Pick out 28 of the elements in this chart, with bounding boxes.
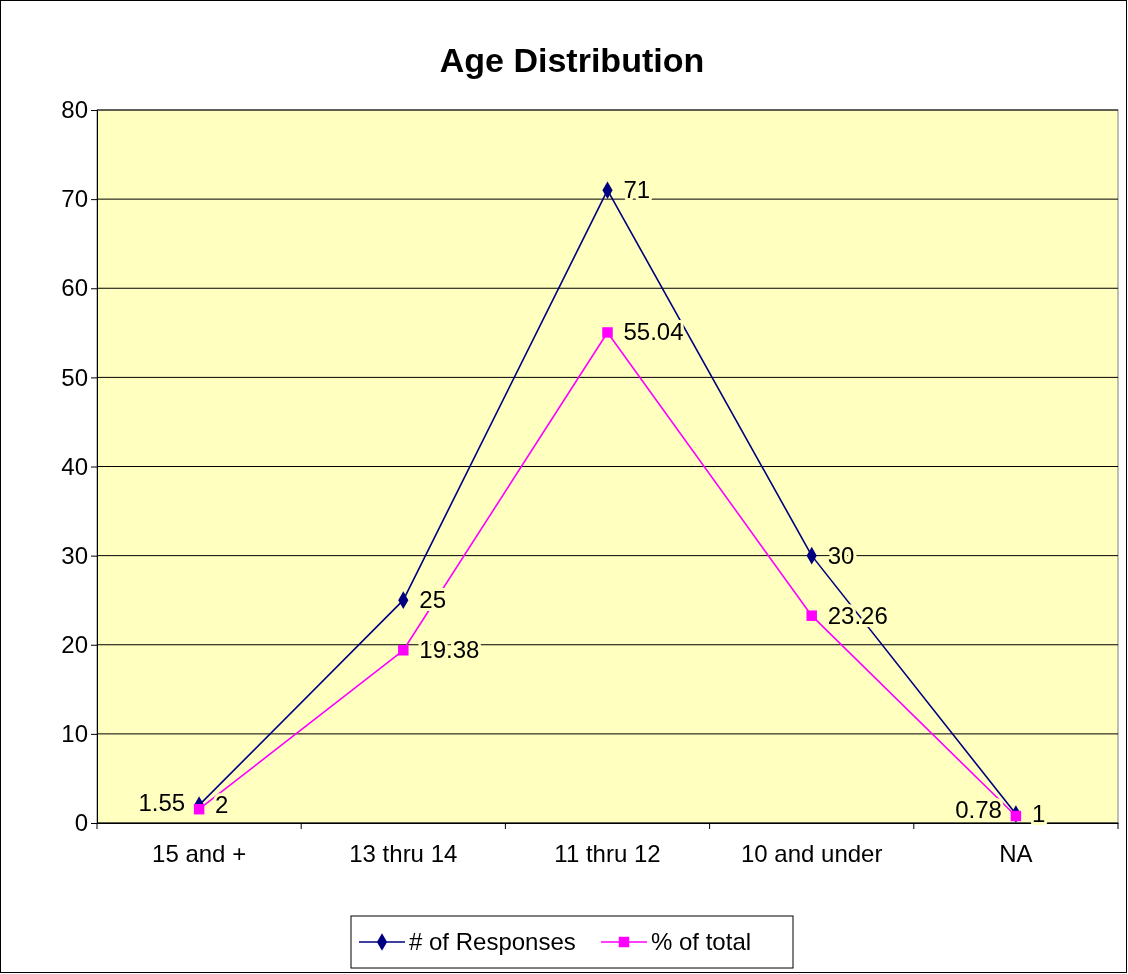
chart-title: Age Distribution [439, 41, 705, 79]
data-label: 0.78 [955, 796, 1002, 824]
data-label: 2 [215, 791, 229, 819]
data-label: 1 [1031, 800, 1046, 828]
data-label: 1.55 [138, 789, 186, 817]
x-tick-label: 11 thru 12 [554, 840, 661, 868]
y-tick-label: 60 [61, 274, 88, 302]
y-tick-label: 10 [61, 720, 88, 748]
legend-label: # of Responses [409, 928, 576, 955]
point [1010, 810, 1022, 822]
y-tick-label: 20 [61, 630, 88, 658]
point [193, 803, 205, 815]
point [602, 327, 613, 338]
y-tick-label: 70 [61, 185, 88, 213]
x-tick-label: 15 and + [152, 840, 247, 868]
point [806, 610, 817, 621]
x-tick-label: 10 and under [740, 840, 883, 868]
y-tick-label: 30 [61, 541, 88, 569]
x-tick-label: 13 thru 14 [349, 840, 458, 868]
data-label: 71 [623, 176, 651, 204]
data-label: 55.04 [623, 318, 684, 346]
x-tick-label: NA [999, 840, 1033, 868]
point [398, 645, 409, 656]
y-tick-label: 50 [61, 363, 88, 391]
y-tick-label: 40 [61, 452, 88, 480]
y-tick-label: 0 [74, 809, 88, 837]
y-tick-label: 80 [61, 96, 88, 124]
legend-label: % of total [651, 928, 752, 955]
